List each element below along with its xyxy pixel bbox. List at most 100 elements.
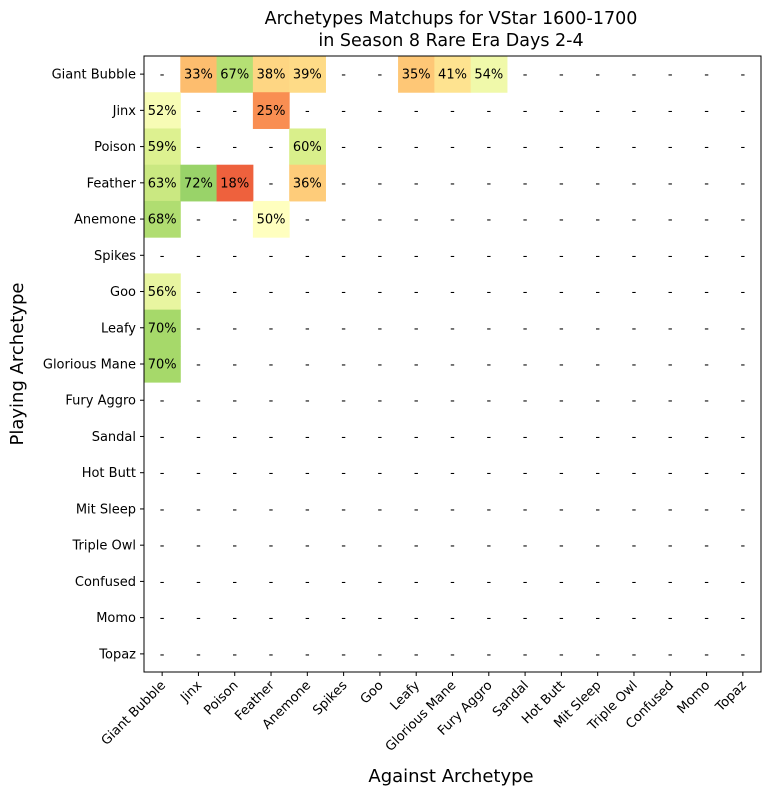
cell-missing-label: - (450, 502, 455, 517)
cell-missing-label: - (595, 140, 600, 155)
cell-missing-label: - (378, 358, 383, 373)
cell-missing-label: - (414, 430, 419, 445)
cell-missing-label: - (632, 321, 637, 336)
cell-missing-label: - (668, 321, 673, 336)
cell-missing-label: - (668, 249, 673, 264)
cell-missing-label: - (450, 394, 455, 409)
cell-missing-label: - (160, 466, 165, 481)
cell-missing-label: - (741, 176, 746, 191)
cell-missing-label: - (632, 502, 637, 517)
cell-missing-label: - (232, 358, 237, 373)
cell-missing-label: - (160, 647, 165, 662)
cell-value-label: 70% (148, 358, 177, 373)
cell-missing-label: - (704, 575, 709, 590)
cell-missing-label: - (595, 176, 600, 191)
cell-missing-label: - (232, 502, 237, 517)
cell-missing-label: - (523, 466, 528, 481)
cell-missing-label: - (196, 249, 201, 264)
heatmap-cells (144, 56, 508, 383)
cell-missing-label: - (232, 394, 237, 409)
cell-missing-label: - (232, 539, 237, 554)
cell-missing-label: - (414, 176, 419, 191)
heatmap-cell (252, 92, 290, 129)
heatmap-cell (144, 273, 181, 311)
cell-missing-label: - (305, 321, 310, 336)
cell-missing-label: - (269, 176, 274, 191)
cell-missing-label: - (741, 539, 746, 554)
cell-missing-label: - (704, 321, 709, 336)
cell-missing-label: - (595, 430, 600, 445)
cell-missing-label: - (232, 321, 237, 336)
cell-missing-label: - (704, 140, 709, 155)
cell-missing-label: - (232, 430, 237, 445)
chart-title-line2: in Season 8 Rare Era Days 2-4 (318, 31, 583, 51)
heatmap-cell (144, 164, 181, 202)
cell-missing-label: - (741, 611, 746, 626)
y-tick-label-fury-aggro: Fury Aggro (65, 394, 136, 409)
y-tick-label-feather: Feather (87, 176, 137, 191)
cell-missing-label: - (450, 647, 455, 662)
cell-missing-label: - (741, 430, 746, 445)
cell-missing-label: - (741, 321, 746, 336)
cell-missing-label: - (450, 285, 455, 300)
y-tick-label-sandal: Sandal (92, 430, 136, 445)
x-tick-label-momo: Momo (675, 678, 714, 717)
cell-missing-label: - (704, 104, 709, 119)
cell-missing-label: - (486, 502, 491, 517)
y-tick-label-hot-butt: Hot Butt (82, 466, 136, 481)
cell-missing-label: - (595, 575, 600, 590)
cell-missing-label: - (741, 68, 746, 83)
cell-missing-label: - (559, 140, 564, 155)
cell-missing-label: - (486, 140, 491, 155)
cell-value-label: 67% (220, 68, 249, 83)
heatmap-cell (289, 56, 326, 93)
cell-missing-label: - (559, 430, 564, 445)
cell-missing-label: - (523, 176, 528, 191)
cell-missing-label: - (595, 539, 600, 554)
cell-missing-label: - (704, 611, 709, 626)
cell-value-label: 52% (148, 104, 177, 119)
cell-missing-label: - (269, 358, 274, 373)
heatmap-cell (470, 56, 508, 93)
cell-value-label: 33% (184, 68, 213, 83)
cell-missing-label: - (196, 502, 201, 517)
cell-missing-label: - (632, 285, 637, 300)
cell-missing-label: - (668, 176, 673, 191)
cell-missing-label: - (378, 321, 383, 336)
cell-missing-label: - (378, 104, 383, 119)
cell-missing-label: - (305, 647, 310, 662)
x-tick-label-jinx: Jinx (177, 678, 205, 706)
cell-missing-label: - (704, 430, 709, 445)
cell-missing-label: - (305, 611, 310, 626)
cell-missing-label: - (632, 249, 637, 264)
cell-value-label: 72% (184, 176, 213, 191)
cell-missing-label: - (668, 539, 673, 554)
cell-missing-label: - (232, 647, 237, 662)
cell-missing-label: - (632, 213, 637, 228)
x-axis-label: Against Archetype (368, 766, 533, 787)
y-axis-label: Playing Archetype (7, 282, 28, 445)
heatmap-cell (180, 164, 218, 202)
cell-missing-label: - (196, 321, 201, 336)
y-tick-label-goo: Goo (110, 285, 136, 300)
cell-value-label: 39% (293, 68, 322, 83)
y-tick-label-leafy: Leafy (101, 321, 136, 336)
cell-value-label: 70% (148, 321, 177, 336)
cell-missing-label: - (414, 213, 419, 228)
cell-missing-label: - (414, 466, 419, 481)
cell-missing-label: - (196, 140, 201, 155)
cell-missing-label: - (486, 539, 491, 554)
cell-missing-label: - (414, 539, 419, 554)
heatmap-cell (144, 200, 181, 238)
cell-missing-label: - (450, 575, 455, 590)
cell-value-label: 50% (257, 213, 286, 228)
cell-missing-label: - (378, 647, 383, 662)
chart-title-line1: Archetypes Matchups for VStar 1600-1700 (265, 9, 638, 29)
cell-missing-label: - (341, 68, 346, 83)
cell-missing-label: - (196, 647, 201, 662)
cell-missing-label: - (232, 249, 237, 264)
cell-missing-label: - (341, 213, 346, 228)
cell-missing-label: - (559, 575, 564, 590)
cell-missing-label: - (523, 502, 528, 517)
